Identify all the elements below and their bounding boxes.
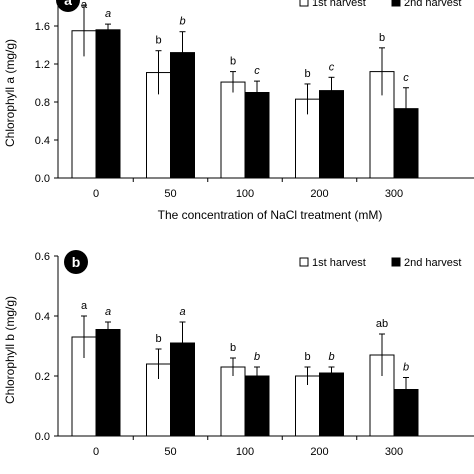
y-tick-label: 0.8: [35, 97, 50, 109]
significance-letter: a: [179, 306, 185, 318]
y-axis-label: Chlorophyll a (mg/g): [3, 39, 17, 147]
significance-letter: b: [328, 351, 334, 363]
x-tick-label: 0: [93, 446, 99, 458]
bar-2nd-harvest: [319, 372, 344, 437]
bar-2nd-harvest: [95, 329, 121, 437]
significance-letter: c: [254, 65, 260, 77]
significance-letter: b: [403, 362, 409, 374]
bar-1st-harvest: [295, 375, 320, 437]
y-tick-label: 0.0: [35, 431, 50, 443]
significance-letter: b: [379, 32, 385, 44]
significance-letter: b: [230, 342, 236, 354]
panel-badge-letter: b: [72, 254, 81, 270]
x-tick-label: 0: [93, 188, 99, 200]
bar-1st-harvest: [220, 366, 246, 437]
legend-swatch-2nd: [391, 257, 401, 267]
significance-letter: ab: [376, 318, 388, 330]
significance-letter: b: [155, 35, 161, 47]
bar-2nd-harvest: [244, 92, 270, 179]
y-tick-label: 0.2: [35, 371, 50, 383]
legend-swatch-1st: [299, 257, 309, 267]
panel-b-chart: 0.0 0.2 0.4 0.6 0 a a 50 b a 100 b b 200 b b 300 ab b Chlor…: [3, 250, 474, 458]
significance-letter: b: [230, 56, 236, 68]
y-tick-label: 0.0: [35, 173, 50, 185]
x-tick-label: 300: [385, 446, 403, 458]
bar-2nd-harvest: [244, 375, 270, 437]
y-tick-label: 1.6: [35, 21, 50, 33]
significance-letter: b: [304, 68, 310, 80]
significance-letter: a: [105, 8, 111, 20]
significance-letter: a: [105, 306, 111, 318]
y-axis-label: Chlorophyll b (mg/g): [3, 296, 17, 404]
x-tick-label: 300: [385, 188, 403, 200]
significance-letter: c: [403, 72, 409, 84]
legend-swatch-2nd: [391, 0, 401, 7]
significance-letter: a: [81, 0, 88, 11]
significance-letter: b: [304, 351, 310, 363]
significance-letter: b: [254, 351, 260, 363]
y-tick-label: 1.2: [35, 59, 50, 71]
x-tick-label: 50: [164, 188, 176, 200]
x-tick-label: 200: [310, 188, 328, 200]
legend-label: 1st harvest: [312, 0, 366, 9]
panel-a-chart: 0.0 0.4 0.8 1.2 1.6 0 a a 50 b b 100 b c 200 b c 300 b c Chl…: [3, 0, 474, 222]
legend-label: 1st harvest: [312, 257, 366, 269]
panel-badge: [56, 0, 80, 12]
x-tick-label: 50: [164, 446, 176, 458]
significance-letter: b: [179, 16, 185, 28]
x-tick-label: 100: [236, 446, 254, 458]
legend-label: 2nd harvest: [404, 257, 461, 269]
legend-swatch-1st: [299, 0, 309, 7]
x-axis-label: The concentration of NaCl treatment (mM): [158, 208, 383, 222]
y-tick-label: 0.4: [35, 135, 50, 147]
bar-1st-harvest: [220, 81, 246, 179]
x-tick-label: 200: [310, 446, 328, 458]
x-tick-label: 100: [236, 188, 254, 200]
legend-label: 2nd harvest: [404, 0, 461, 9]
significance-letter: b: [155, 333, 161, 345]
significance-letter: c: [329, 61, 335, 73]
bar-2nd-harvest: [170, 52, 195, 179]
panel-badge: [64, 250, 88, 274]
panel-badge-letter: a: [64, 0, 72, 8]
y-tick-label: 0.6: [35, 251, 50, 263]
y-tick-label: 0.4: [35, 311, 50, 323]
bar-2nd-harvest: [95, 29, 121, 179]
significance-letter: a: [81, 300, 88, 312]
